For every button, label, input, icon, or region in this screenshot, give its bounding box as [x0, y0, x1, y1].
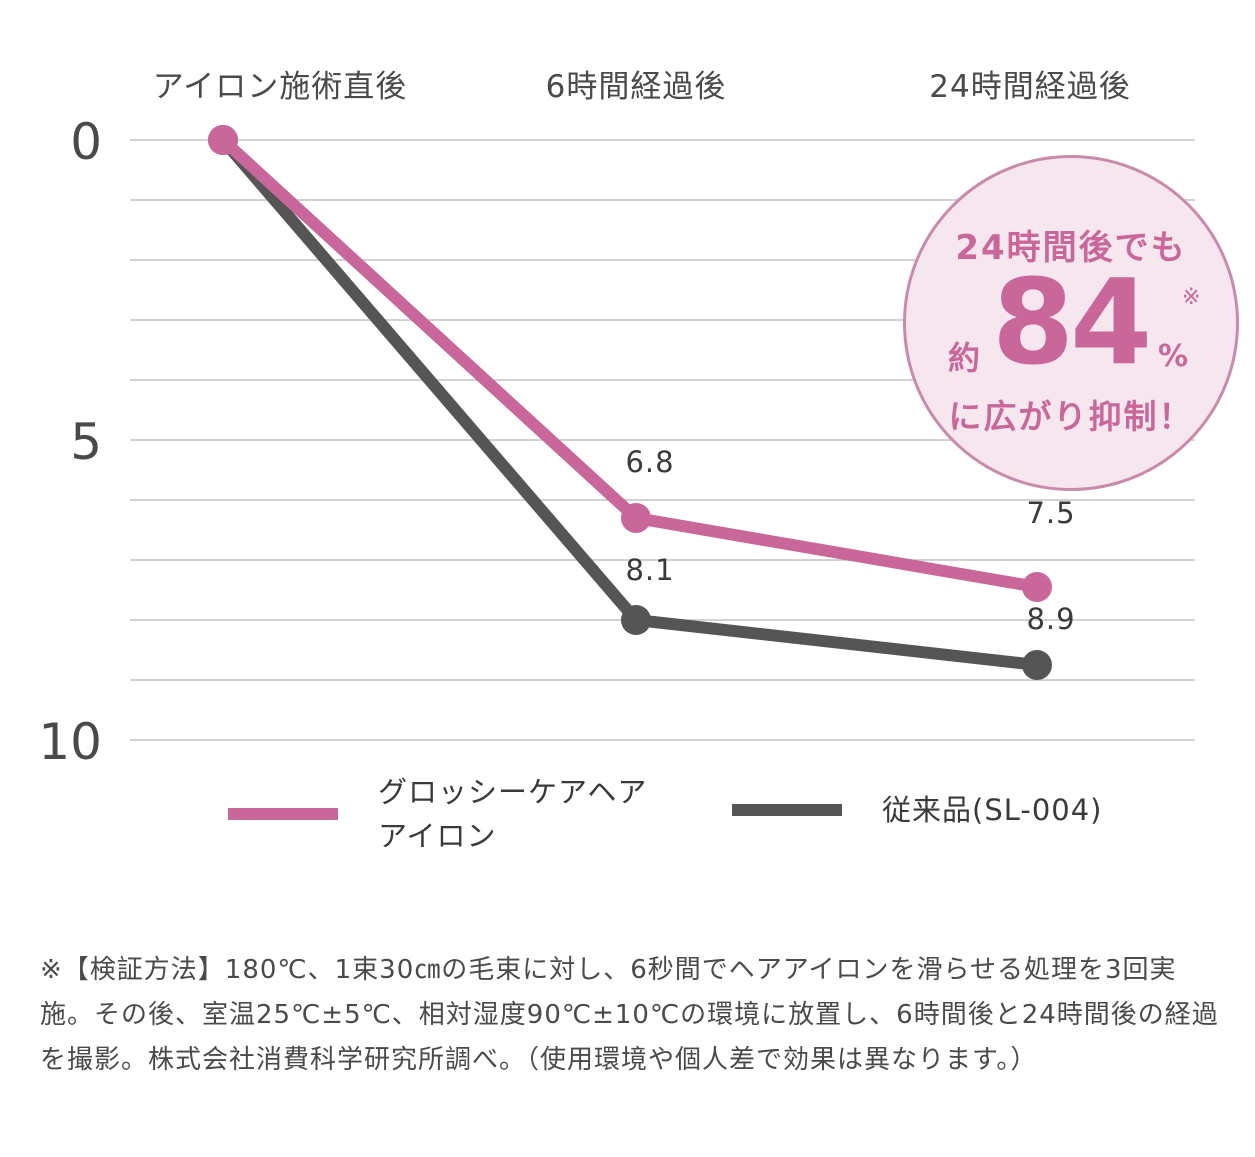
legend-label-line2: アイロン: [378, 819, 497, 853]
line-chart: 0510(cm)アイロン施術直後6時間経過後24時間経過後6.87.58.18.…: [38, 69, 1195, 760]
callout-suffix: %: [1158, 339, 1189, 374]
data-label: 8.1: [625, 553, 674, 587]
legend-swatch-conventional: [732, 804, 842, 816]
legend-swatch-glossy-care: [228, 808, 338, 820]
legend-label-glossy-care: グロッシーケアヘア アイロン: [378, 770, 678, 858]
x-category-label: アイロン施術直後: [153, 69, 407, 105]
callout-number: 84: [992, 253, 1152, 391]
y-tick-label: 5: [70, 413, 102, 471]
legend-item-glossy-care: グロッシーケアヘア アイロン: [228, 770, 678, 858]
x-category-label: 24時間経過後: [929, 69, 1130, 105]
data-point: [1022, 650, 1052, 680]
callout-line1: 24時間後でも: [955, 228, 1187, 268]
footnote: ※【検証方法】180℃、1束30㎝の毛束に対し、6秒間でヘアアイロンを滑らせる処…: [40, 955, 1219, 1075]
data-point: [621, 605, 651, 635]
callout-badge: 24時間後でも 約 84 % ※ に広がり抑制！: [903, 155, 1239, 491]
data-point: [1022, 572, 1052, 602]
legend-item-conventional: 従来品(SL-004): [732, 788, 1103, 832]
legend-label-conventional: 従来品(SL-004): [882, 793, 1103, 827]
callout-highlight: 約 84 % ※: [906, 257, 1236, 387]
y-tick-label: 0: [70, 113, 102, 171]
callout-line3: に広がり抑制！: [948, 397, 1194, 436]
data-label: 8.9: [1026, 602, 1075, 636]
legend-label-line1: グロッシーケアヘア: [378, 775, 648, 809]
x-category-label: 6時間経過後: [546, 69, 727, 105]
data-label: 7.5: [1026, 496, 1075, 530]
data-point: [621, 503, 651, 533]
data-label: 6.8: [625, 445, 674, 479]
callout-note-mark: ※: [1182, 285, 1201, 310]
callout-prefix: 約: [948, 339, 981, 377]
data-point: [208, 125, 238, 155]
y-tick-label: 10: [38, 713, 102, 760]
